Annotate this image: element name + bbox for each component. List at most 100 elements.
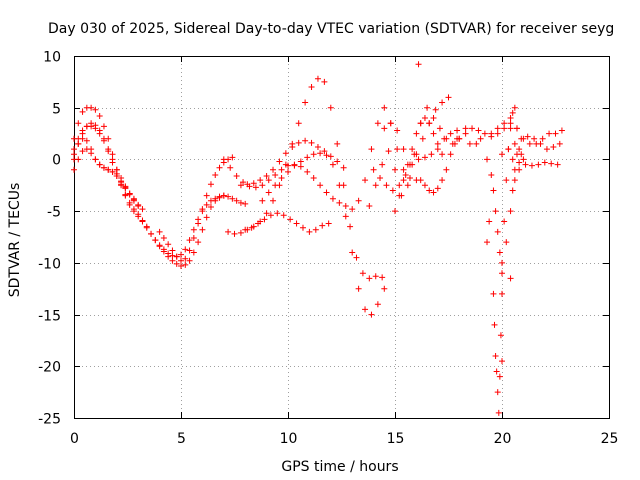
data-point: [169, 252, 176, 259]
data-point: [272, 171, 279, 178]
data-point: [426, 187, 433, 194]
data-point: [421, 154, 428, 161]
data-point: [265, 189, 272, 196]
data-point: [370, 166, 377, 173]
data-point: [302, 99, 309, 106]
data-point: [100, 164, 107, 171]
data-point: [381, 285, 388, 292]
data-point: [383, 182, 390, 189]
data-point: [113, 166, 120, 173]
data-point: [492, 352, 499, 359]
data-point: [186, 247, 193, 254]
data-point: [368, 146, 375, 153]
data-point: [501, 218, 508, 225]
x-axis: 0 5 10 15 20 25: [70, 56, 618, 447]
data-point: [289, 144, 296, 151]
data-point: [430, 189, 437, 196]
data-point: [424, 104, 431, 111]
data-point: [152, 237, 159, 244]
data-point: [178, 251, 184, 258]
data-point: [484, 156, 491, 163]
data-point: [212, 171, 219, 178]
data-point: [182, 261, 189, 268]
data-point: [207, 204, 214, 211]
data-point: [207, 197, 214, 204]
data-point: [447, 151, 454, 158]
data-point: [276, 158, 283, 165]
y-tick-label: -20: [38, 360, 61, 376]
data-point: [195, 239, 202, 246]
data-point: [252, 184, 259, 191]
data-point: [434, 140, 441, 147]
data-point: [396, 192, 403, 199]
data-point: [295, 120, 302, 127]
data-point: [92, 122, 99, 129]
data-point: [270, 166, 277, 173]
data-point: [334, 140, 341, 147]
data-point: [96, 127, 103, 134]
data-point: [231, 230, 238, 237]
data-point: [552, 130, 559, 137]
data-point: [501, 125, 508, 132]
data-point: [394, 127, 401, 134]
data-point: [182, 255, 189, 262]
data-point: [406, 175, 413, 182]
data-point: [92, 106, 99, 113]
data-point: [499, 259, 505, 266]
data-point: [355, 197, 362, 204]
data-point: [379, 274, 386, 281]
data-point: [79, 130, 86, 137]
data-point: [130, 206, 137, 213]
data-point: [265, 177, 272, 184]
data-point: [92, 156, 99, 163]
data-point: [342, 202, 349, 209]
data-point: [83, 137, 90, 144]
y-tick-label: 10: [43, 50, 61, 66]
data-point: [481, 130, 488, 137]
data-point: [308, 139, 315, 146]
data-point: [293, 220, 300, 227]
data-point: [522, 161, 529, 168]
data-point: [436, 125, 443, 132]
data-point: [79, 148, 86, 155]
data-point: [415, 156, 422, 163]
data-point: [374, 301, 381, 308]
data-point: [492, 208, 499, 215]
data-point: [259, 182, 266, 189]
data-point: [511, 177, 518, 184]
data-point: [248, 224, 255, 231]
data-point: [419, 135, 426, 142]
data-point: [381, 104, 388, 111]
y-tick-label: 0: [52, 153, 61, 169]
data-point: [550, 144, 557, 151]
data-point: [494, 125, 501, 132]
data-point: [430, 130, 437, 137]
data-point: [190, 249, 197, 256]
data-point: [173, 260, 180, 267]
data-point: [227, 164, 234, 171]
data-point: [526, 140, 533, 147]
data-point: [79, 108, 86, 115]
data-point: [323, 152, 330, 159]
data-point: [520, 156, 527, 163]
data-point: [387, 120, 394, 127]
data-point: [392, 166, 398, 173]
data-point: [491, 321, 498, 328]
data-point: [156, 242, 163, 249]
data-point: [381, 125, 388, 132]
grid: [74, 56, 609, 418]
data-point: [454, 135, 461, 142]
data-point: [109, 156, 116, 163]
data-point: [312, 226, 319, 233]
data-point: [216, 164, 223, 171]
data-point: [374, 120, 381, 127]
data-point: [462, 125, 469, 132]
data-point: [242, 200, 249, 207]
data-points: [71, 61, 565, 416]
data-point: [96, 112, 103, 119]
data-point: [494, 130, 501, 137]
data-point: [499, 151, 505, 158]
data-point: [392, 208, 398, 215]
data-point: [490, 290, 497, 297]
x-tick-label: 15: [387, 431, 405, 447]
